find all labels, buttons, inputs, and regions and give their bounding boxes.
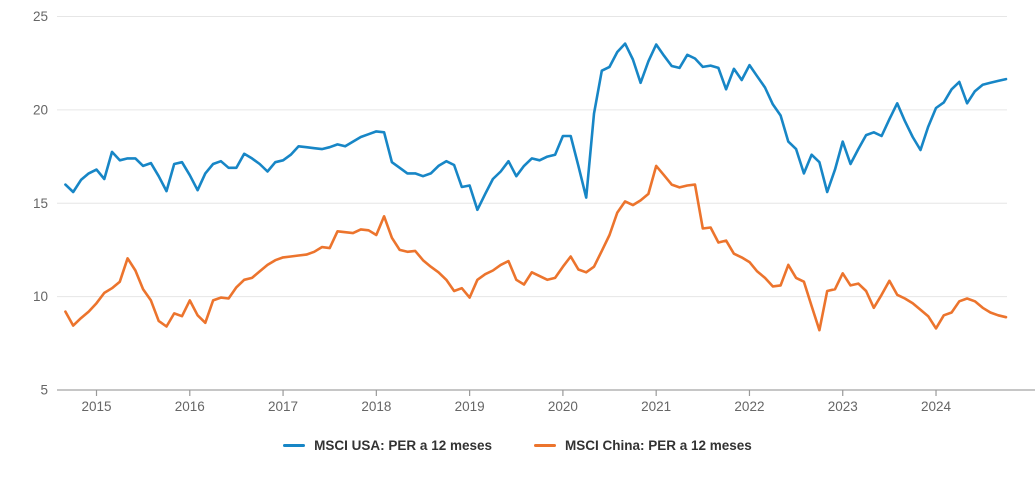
x-axis-tick-label: 2015	[81, 399, 111, 414]
x-axis-tick-label: 2019	[455, 399, 485, 414]
y-axis-tick-label: 25	[33, 9, 48, 24]
x-axis-tick-label: 2024	[921, 399, 952, 414]
y-axis-tick-label: 15	[33, 196, 48, 211]
legend-item-msci-usa[interactable]: MSCI USA: PER a 12 meses	[283, 438, 492, 453]
legend-label-msci-usa: MSCI USA: PER a 12 meses	[314, 438, 492, 453]
x-axis-tick-label: 2022	[734, 399, 764, 414]
china-series-swatch-icon	[534, 444, 556, 447]
x-axis-tick-label: 2017	[268, 399, 298, 414]
x-axis-tick-label: 2018	[361, 399, 391, 414]
x-axis-tick-label: 2016	[175, 399, 205, 414]
legend-item-msci-china[interactable]: MSCI China: PER a 12 meses	[534, 438, 752, 453]
usa-series-swatch-icon	[283, 444, 306, 447]
x-axis-tick-label: 2021	[641, 399, 671, 414]
x-axis-tick-label: 2023	[828, 399, 858, 414]
legend: MSCI USA: PER a 12 meses MSCI China: PER…	[0, 438, 1035, 453]
msci-usa-line	[64, 42, 1008, 212]
legend-label-msci-china: MSCI China: PER a 12 meses	[565, 438, 752, 453]
y-axis-tick-label: 10	[33, 289, 48, 304]
y-axis-tick-label: 5	[40, 383, 48, 398]
y-axis-tick-label: 20	[33, 102, 48, 117]
plot-area: 5 10 15 20 25 2015 2016 2017 2018 2019 2020 2021 202…	[33, 9, 1035, 414]
msci-china-line	[64, 164, 1008, 332]
x-axis-tick-label: 2020	[548, 399, 578, 414]
